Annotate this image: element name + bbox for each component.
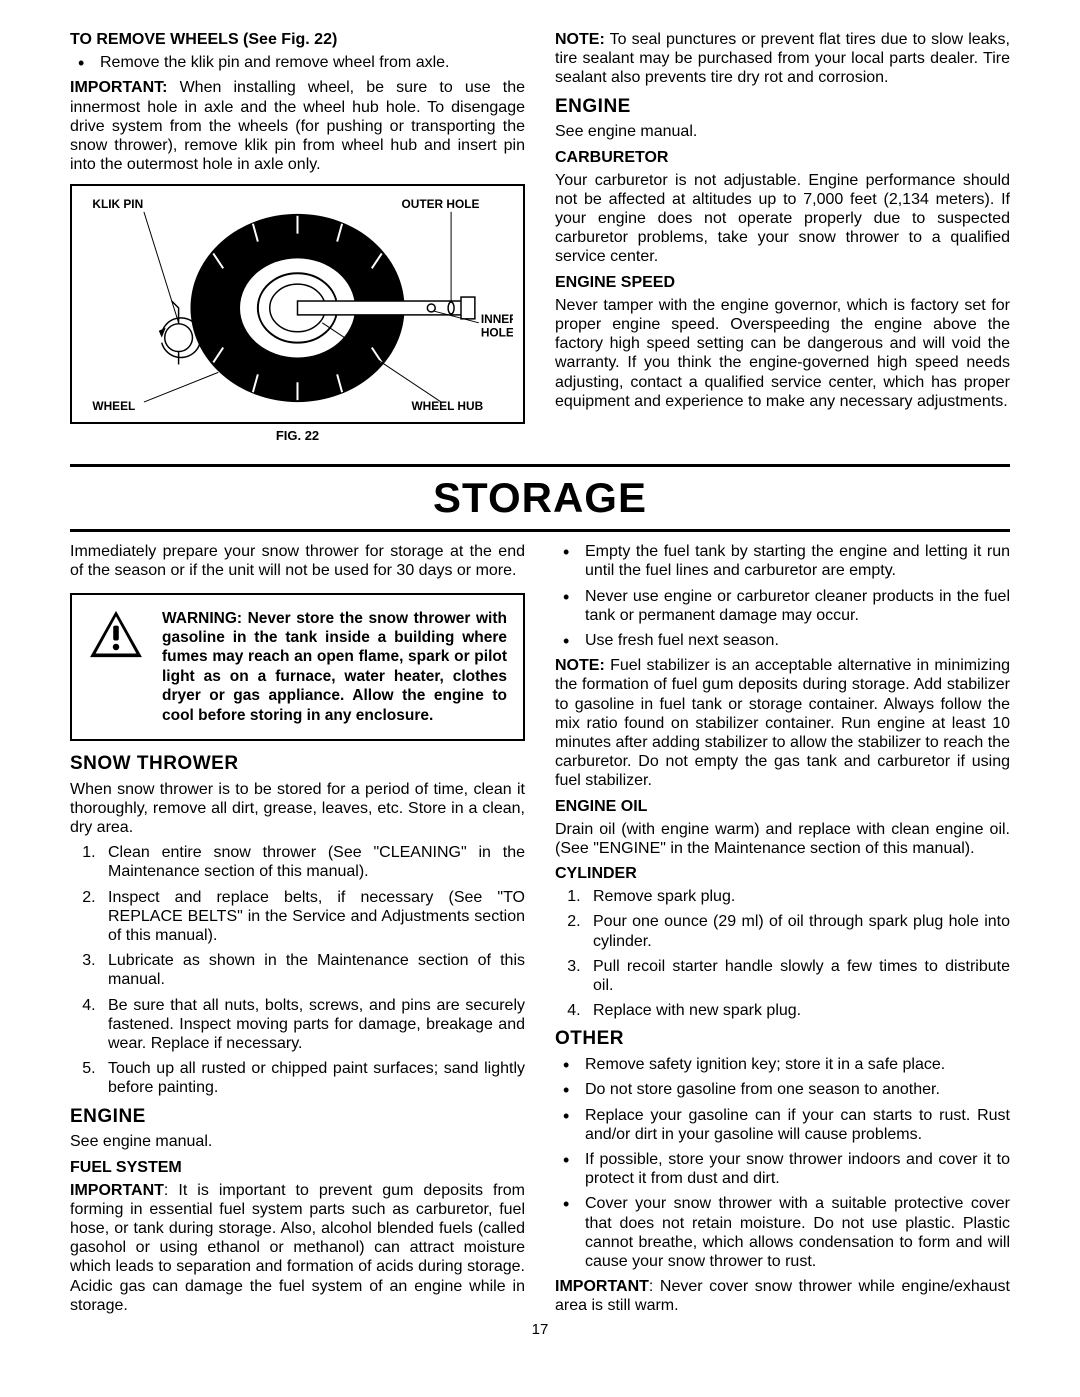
remove-wheels-list: Remove the klik pin and remove wheel fro…: [70, 53, 525, 72]
top-right-col: NOTE: To seal punctures or prevent flat …: [555, 30, 1010, 452]
see-engine-manual: See engine manual.: [555, 122, 1010, 141]
engine-heading: ENGINE: [555, 96, 1010, 119]
engine-heading-2: ENGINE: [70, 1106, 525, 1129]
list-item: Inspect and replace belts, if necessary …: [100, 888, 525, 946]
list-item: Replace your gasoline can if your can st…: [585, 1106, 1010, 1144]
label-inner-hole: INNERHOLE: [481, 312, 513, 340]
top-left-col: TO REMOVE WHEELS (See Fig. 22) Remove th…: [70, 30, 525, 452]
carburetor-text: Your carburetor is not adjustable. Engin…: [555, 171, 1010, 267]
label-wheel: WHEEL: [92, 399, 135, 412]
cylinder-list: Remove spark plug. Pour one ounce (29 ml…: [555, 887, 1010, 1020]
stabilizer-note-text: Fuel stabilizer is an acceptable alterna…: [555, 657, 1010, 789]
warning-icon: [88, 609, 144, 664]
fuel-system-heading: FUEL SYSTEM: [70, 1158, 525, 1177]
final-important-label: IMPORTANT: [555, 1278, 649, 1295]
remove-wheels-bullet: Remove the klik pin and remove wheel fro…: [100, 53, 525, 72]
list-item: Pull recoil starter handle slowly a few …: [585, 957, 1010, 995]
label-outer-hole: OUTER HOLE: [402, 197, 480, 211]
figure-caption: FIG. 22: [70, 428, 525, 444]
other-bullets: Remove safety ignition key; store it in …: [555, 1055, 1010, 1271]
warning-text: WARNING: Never store the snow thrower wi…: [162, 609, 507, 725]
remove-wheels-heading: TO REMOVE WHEELS (See Fig. 22): [70, 30, 525, 49]
snow-thrower-list: Clean entire snow thrower (See "CLEANING…: [70, 843, 525, 1097]
list-item: Pour one ounce (29 ml) of oil through sp…: [585, 912, 1010, 950]
list-item: Remove safety ignition key; store it in …: [585, 1055, 1010, 1074]
snow-thrower-intro: When snow thrower is to be stored for a …: [70, 780, 525, 838]
list-item: Cover your snow thrower with a suitable …: [585, 1194, 1010, 1271]
see-engine-manual-2: See engine manual.: [70, 1132, 525, 1151]
label-wheel-hub: WHEEL HUB: [411, 399, 483, 412]
list-item: Never use engine or carburetor cleaner p…: [585, 587, 1010, 625]
list-item: Replace with new spark plug.: [585, 1001, 1010, 1020]
storage-title: STORAGE: [70, 473, 1010, 523]
note-text: To seal punctures or prevent flat tires …: [555, 31, 1010, 86]
storage-right-col: Empty the fuel tank by starting the engi…: [555, 542, 1010, 1321]
carburetor-heading: CARBURETOR: [555, 148, 1010, 167]
label-klik-pin: KLIK PIN: [92, 197, 143, 211]
fuel-bullets: Empty the fuel tank by starting the engi…: [555, 542, 1010, 650]
list-item: Empty the fuel tank by starting the engi…: [585, 542, 1010, 580]
important-paragraph: IMPORTANT: When installing wheel, be sur…: [70, 78, 525, 174]
list-item: If possible, store your snow thrower ind…: [585, 1150, 1010, 1188]
cylinder-heading: CYLINDER: [555, 864, 1010, 883]
list-item: Be sure that all nuts, bolts, screws, an…: [100, 996, 525, 1054]
list-item: Touch up all rusted or chipped paint sur…: [100, 1059, 525, 1097]
important-label: IMPORTANT:: [70, 79, 167, 96]
page-number: 17: [70, 1321, 1010, 1339]
engine-speed-text: Never tamper with the engine governor, w…: [555, 296, 1010, 411]
storage-intro: Immediately prepare your snow thrower fo…: [70, 542, 525, 580]
list-item: Use fresh fuel next season.: [585, 631, 1010, 650]
fuel-important: IMPORTANT: It is important to prevent gu…: [70, 1181, 525, 1315]
storage-divider: STORAGE: [70, 464, 1010, 532]
tire-note: NOTE: To seal punctures or prevent flat …: [555, 30, 1010, 88]
storage-left-col: Immediately prepare your snow thrower fo…: [70, 542, 525, 1321]
fuel-important-label: IMPORTANT: [70, 1182, 164, 1199]
engine-speed-heading: ENGINE SPEED: [555, 273, 1010, 292]
stabilizer-note: NOTE: Fuel stabilizer is an acceptable a…: [555, 656, 1010, 790]
engine-oil-heading: ENGINE OIL: [555, 797, 1010, 816]
list-item: Do not store gasoline from one season to…: [585, 1080, 1010, 1099]
note-label: NOTE:: [555, 31, 605, 48]
figure-22-diagram: KLIK PIN OUTER HOLE INNERHOLE WHEEL WHEE…: [70, 184, 525, 424]
warning-box: WARNING: Never store the snow thrower wi…: [70, 593, 525, 741]
snow-thrower-heading: SNOW THROWER: [70, 753, 525, 776]
other-heading: OTHER: [555, 1028, 1010, 1051]
top-section: TO REMOVE WHEELS (See Fig. 22) Remove th…: [70, 30, 1010, 452]
list-item: Clean entire snow thrower (See "CLEANING…: [100, 843, 525, 881]
fuel-important-text: : It is important to prevent gum deposit…: [70, 1182, 525, 1314]
engine-oil-text: Drain oil (with engine warm) and replace…: [555, 820, 1010, 858]
list-item: Lubricate as shown in the Maintenance se…: [100, 951, 525, 989]
final-important: IMPORTANT: Never cover snow thrower whil…: [555, 1277, 1010, 1315]
storage-section: Immediately prepare your snow thrower fo…: [70, 542, 1010, 1321]
note-label-2: NOTE:: [555, 657, 605, 674]
list-item: Remove spark plug.: [585, 887, 1010, 906]
